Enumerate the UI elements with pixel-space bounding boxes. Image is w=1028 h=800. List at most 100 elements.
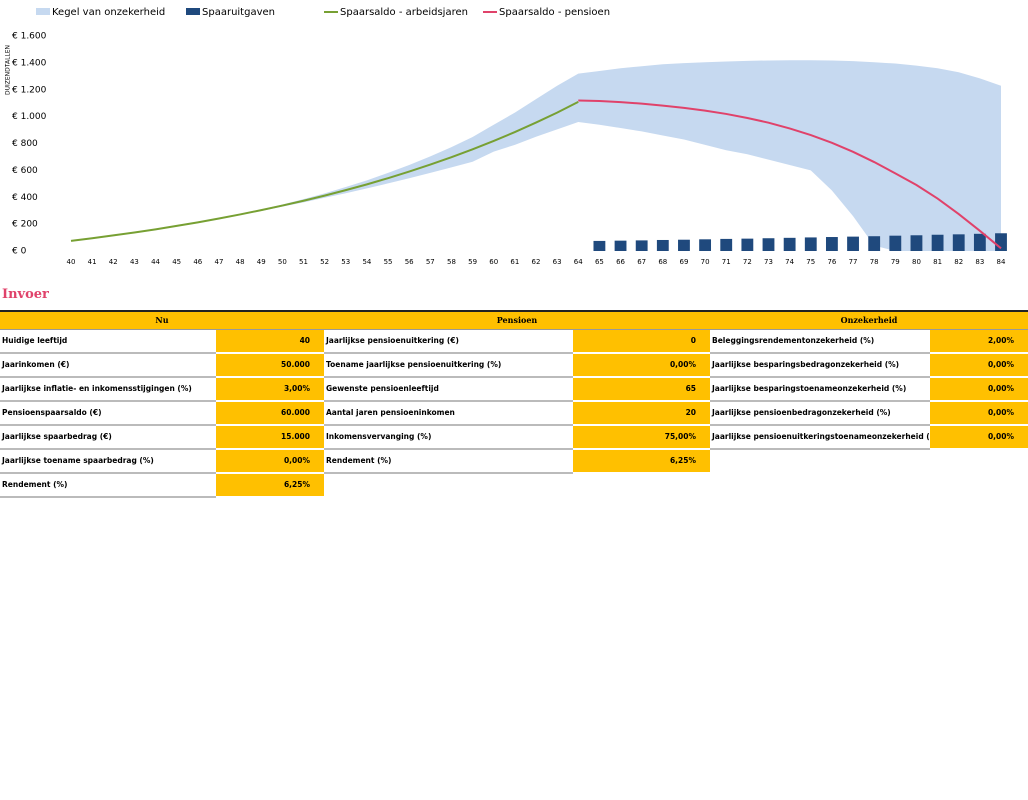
x-tick-label: 49 xyxy=(257,258,266,266)
bar xyxy=(783,237,796,251)
x-tick-label: 66 xyxy=(616,258,625,266)
x-tick-label: 68 xyxy=(658,258,667,266)
input-row: Aantal jaren pensioeninkomen 20 xyxy=(324,402,710,426)
y-tick-label: € 200 xyxy=(12,220,38,230)
input-value[interactable]: 20 xyxy=(573,402,710,426)
x-tick-label: 46 xyxy=(193,258,202,266)
input-row: Beleggingsrendementonzekerheid (%) 2,00% xyxy=(710,330,1028,354)
input-label: Jaarlijkse pensioenbedragonzekerheid (%) xyxy=(710,402,930,426)
input-value[interactable]: 60.000 xyxy=(216,402,324,426)
x-tick-label: 76 xyxy=(827,258,836,266)
x-tick-label: 52 xyxy=(320,258,329,266)
bar xyxy=(762,238,775,251)
x-tick-label: 77 xyxy=(849,258,858,266)
x-tick-label: 59 xyxy=(468,258,477,266)
input-value[interactable]: 75,00% xyxy=(573,426,710,450)
input-label: Jaarlijkse toename spaarbedrag (%) xyxy=(0,450,216,474)
bar xyxy=(656,239,669,251)
section-header: Pensioen xyxy=(324,310,710,330)
x-tick-label: 64 xyxy=(574,258,583,266)
y-tick-label: € 600 xyxy=(12,166,38,176)
input-label: Jaarlijkse besparingstoenameonzekerheid … xyxy=(710,378,930,402)
y-tick-label: € 1.000 xyxy=(12,112,47,122)
input-value[interactable]: 15.000 xyxy=(216,426,324,450)
x-tick-label: 56 xyxy=(405,258,414,266)
input-label: Pensioenspaarsaldo (€) xyxy=(0,402,216,426)
x-tick-label: 74 xyxy=(785,258,794,266)
y-tick-label: € 800 xyxy=(12,139,38,149)
y-axis-label: DUIZENDTALLEN xyxy=(5,45,12,95)
x-tick-label: 63 xyxy=(553,258,562,266)
x-tick-label: 42 xyxy=(109,258,118,266)
input-value[interactable]: 0,00% xyxy=(573,354,710,378)
input-row: Jaarlijkse spaarbedrag (€) 15.000 xyxy=(0,426,324,450)
bar xyxy=(678,239,690,251)
x-tick-label: 80 xyxy=(912,258,921,266)
uncertainty-cone xyxy=(71,60,1001,251)
input-row: Jaarlijkse pensioenuitkering (€) 0 xyxy=(324,330,710,354)
input-value[interactable]: 0,00% xyxy=(216,450,324,474)
input-row: Jaarlijkse besparingsbedragonzekerheid (… xyxy=(710,354,1028,378)
input-row: Rendement (%) 6,25% xyxy=(324,450,710,474)
x-tick-label: 82 xyxy=(954,258,963,266)
input-value[interactable]: 0,00% xyxy=(930,402,1028,426)
line-series xyxy=(70,100,579,242)
legend-swatch xyxy=(186,8,200,15)
input-value[interactable]: 0,00% xyxy=(930,378,1028,402)
input-value[interactable]: 0,00% xyxy=(930,426,1028,450)
bar xyxy=(868,236,881,251)
x-tick-label: 84 xyxy=(997,258,1006,266)
input-label: Inkomensvervanging (%) xyxy=(324,426,573,450)
y-tick-label: € 1.400 xyxy=(12,58,47,68)
bar xyxy=(889,235,902,251)
x-tick-label: 50 xyxy=(278,258,287,266)
input-row: Jaarlijkse besparingstoenameonzekerheid … xyxy=(710,378,1028,402)
bar xyxy=(593,240,606,251)
input-label: Jaarlijkse pensioenuitkeringstoenameonze… xyxy=(710,426,930,450)
input-label: Jaarlijkse inflatie- en inkomensstijging… xyxy=(0,378,216,402)
input-row: Huidige leeftijd 40 xyxy=(0,330,324,354)
x-tick-label: 67 xyxy=(637,258,646,266)
y-tick-label: € 400 xyxy=(12,193,38,203)
input-row: Jaarlijkse toename spaarbedrag (%) 0,00% xyxy=(0,450,324,474)
bar xyxy=(804,237,817,251)
input-value[interactable]: 0,00% xyxy=(930,354,1028,378)
x-tick-label: 62 xyxy=(532,258,541,266)
bar xyxy=(952,234,965,251)
x-tick-label: 54 xyxy=(362,258,371,266)
x-tick-label: 70 xyxy=(701,258,710,266)
x-tick-label: 57 xyxy=(426,258,435,266)
section-header: Onzekerheid xyxy=(710,310,1028,330)
input-value[interactable]: 40 xyxy=(216,330,324,354)
input-label: Aantal jaren pensioeninkomen xyxy=(324,402,573,426)
x-tick-label: 61 xyxy=(510,258,519,266)
x-tick-label: 48 xyxy=(236,258,245,266)
input-value[interactable]: 6,25% xyxy=(573,450,710,474)
input-value[interactable]: 65 xyxy=(573,378,710,402)
x-tick-label: 47 xyxy=(214,258,223,266)
input-row: Rendement (%) 6,25% xyxy=(0,474,324,498)
bar xyxy=(931,234,944,251)
input-label: Beleggingsrendementonzekerheid (%) xyxy=(710,330,930,354)
x-tick-label: 69 xyxy=(679,258,688,266)
x-tick-label: 44 xyxy=(151,258,160,266)
input-row: Jaarlijkse pensioenbedragonzekerheid (%)… xyxy=(710,402,1028,426)
input-section: Onzekerheid Beleggingsrendementonzekerhei… xyxy=(710,310,1028,450)
input-row: Pensioenspaarsaldo (€) 60.000 xyxy=(0,402,324,426)
x-tick-label: 58 xyxy=(447,258,456,266)
input-value[interactable]: 2,00% xyxy=(930,330,1028,354)
input-value[interactable]: 6,25% xyxy=(216,474,324,498)
input-label: Jaarinkomen (€) xyxy=(0,354,216,378)
input-section: Pensioen Jaarlijkse pensioenuitkering (€)… xyxy=(324,310,710,474)
bar xyxy=(825,237,838,251)
bar xyxy=(635,240,648,251)
x-tick-label: 65 xyxy=(595,258,604,266)
bar xyxy=(910,235,923,251)
bar xyxy=(973,233,986,251)
input-value[interactable]: 0 xyxy=(573,330,710,354)
input-value[interactable]: 3,00% xyxy=(216,378,324,402)
input-label: Rendement (%) xyxy=(324,450,573,474)
legend-label: Spaaruitgaven xyxy=(202,7,275,18)
input-value[interactable]: 50.000 xyxy=(216,354,324,378)
